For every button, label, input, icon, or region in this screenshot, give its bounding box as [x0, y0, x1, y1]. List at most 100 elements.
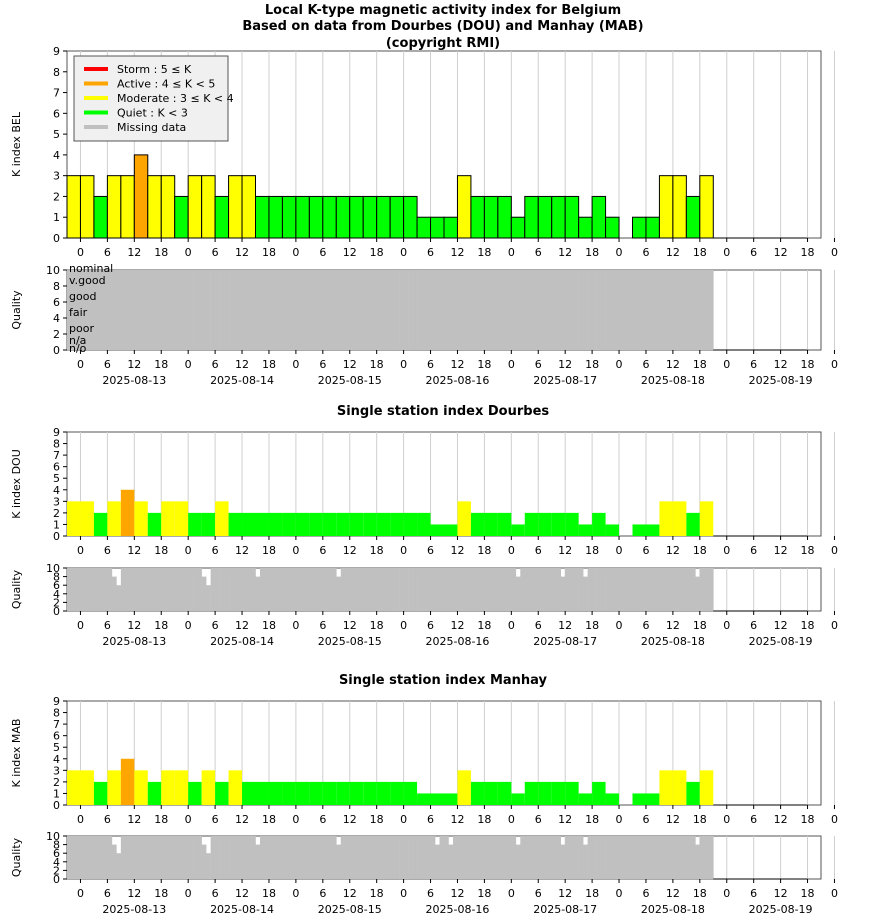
mab-k-panel-ytick-label: 2: [53, 776, 60, 789]
dou-quality-panel-column: [152, 568, 158, 611]
bel-quality-panel-column: [578, 270, 584, 350]
dou-k-panel-xtick-label: 6: [212, 544, 219, 557]
mab-quality-panel-ylabel: Quality: [10, 837, 23, 877]
dou-k-panel-xtick-label: 0: [400, 544, 407, 557]
mab-quality-panel-xtick-label: 12: [774, 887, 788, 900]
mab-quality-panel-column: [542, 836, 548, 879]
bel-quality-panel-xtick-label: 12: [558, 358, 572, 371]
bel-quality-panel-date-label: 2025-08-13: [102, 374, 166, 387]
mab-quality-panel-column: [170, 836, 176, 879]
bel-quality-panel-xtick-label: 12: [666, 358, 680, 371]
dou-quality-panel-column: [89, 568, 95, 611]
bel-quality-panel-column: [452, 270, 458, 350]
mab-quality-panel-column: [165, 836, 171, 879]
dou-quality-panel-column: [488, 568, 494, 611]
dou-quality-panel-date-label: 2025-08-18: [641, 635, 705, 648]
bel-k-panel-xtick-label: 12: [666, 246, 680, 259]
mab-quality-panel-column: [430, 836, 436, 879]
mab-quality-panel-column: [147, 836, 153, 879]
dou-quality-panel-column: [336, 576, 342, 611]
mab-quality-panel-column: [304, 836, 310, 879]
mab-quality-panel-column: [556, 836, 561, 879]
mab-quality-panel-ytick-label: 4: [53, 856, 60, 869]
bel-quality-panel-column: [699, 270, 705, 350]
bel-k-panel-bar: [255, 195, 270, 239]
dou-quality-panel-xtick-label: 6: [104, 619, 111, 632]
mab-quality-panel-xtick-label: 12: [343, 887, 357, 900]
bel-quality-panel-date-label: 2025-08-15: [318, 374, 382, 387]
mab-k-panel-bar: [107, 770, 121, 805]
bel-quality-panel-column: [219, 270, 225, 350]
bel-quality-panel-column: [502, 270, 508, 350]
mab-k-panel-bar: [215, 781, 229, 805]
bel-quality-panel-column: [538, 270, 544, 350]
dou-quality-panel-column: [668, 568, 674, 611]
dou-k-panel-xtick-label: 0: [292, 544, 299, 557]
dou-quality-panel-column: [542, 568, 548, 611]
bel-quality-panel-level-label: poor: [69, 322, 94, 335]
bel-k-panel-xtick-label: 18: [801, 246, 815, 259]
bel-quality-panel-column: [565, 270, 570, 350]
dou-k-panel-bar: [107, 501, 121, 536]
bel-quality-panel-column: [268, 270, 274, 350]
mab-quality-panel-column: [107, 836, 113, 879]
bel-quality-panel-column: [98, 270, 104, 350]
dou-quality-panel-column: [560, 576, 566, 611]
bel-quality-panel-column: [363, 270, 369, 350]
dou-k-panel-bar: [565, 512, 579, 536]
mab-quality-panel-column: [98, 836, 104, 879]
bel-quality-panel-column: [174, 270, 180, 350]
dou-quality-panel-xtick-label: 0: [616, 619, 623, 632]
mab-k-panel-bar: [403, 781, 418, 805]
bel-quality-panel-xtick-label: 18: [154, 358, 168, 371]
bel-quality-panel-column: [511, 270, 517, 350]
bel-quality-panel-column: [282, 270, 288, 350]
bel-quality-panel-column: [224, 270, 229, 350]
mab-quality-panel-column: [515, 844, 521, 879]
mab-k-panel-bar: [578, 793, 593, 805]
mab-quality-panel-column: [251, 836, 256, 879]
dou-quality-panel-column: [435, 568, 440, 611]
bel-quality-panel-column: [704, 270, 710, 350]
bel-quality-panel-column: [493, 270, 499, 350]
mab-quality-panel-column: [349, 836, 355, 879]
bel-quality-panel-column: [120, 270, 126, 350]
bel-quality-panel-column: [277, 270, 283, 350]
dou-quality-panel-column: [663, 568, 669, 611]
dou-quality-panel-column: [80, 568, 86, 611]
mab-quality-panel-column: [677, 836, 683, 879]
dou-quality-panel-column: [636, 568, 642, 611]
bel-k-panel-xtick-label: 18: [370, 246, 384, 259]
bel-quality-panel-column: [125, 270, 131, 350]
dou-quality-panel-column: [161, 568, 167, 611]
mab-quality-panel-ytick-label: 10: [46, 830, 60, 843]
bel-quality-panel-xtick-label: 6: [535, 358, 542, 371]
mab-quality-panel-xtick-label: 18: [693, 887, 707, 900]
dou-k-panel-ytick-label: 0: [53, 530, 60, 543]
dou-k-panel-xtick-label: 0: [831, 544, 838, 557]
bel-quality-panel-date-label: 2025-08-17: [533, 374, 597, 387]
bel-k-panel-bar: [591, 195, 607, 239]
mab-quality-panel-column: [681, 836, 687, 879]
bel-k-panel-bar: [578, 216, 593, 239]
bel-quality-panel-column: [107, 270, 113, 350]
mab-k-panel-bar: [645, 793, 660, 805]
mab-k-panel-bar: [282, 781, 296, 805]
dou-k-panel-bar: [309, 512, 323, 536]
bel-quality-panel-column: [461, 270, 467, 350]
dou-quality-panel-xtick-label: 6: [212, 619, 219, 632]
dou-quality-panel-column: [273, 568, 279, 611]
dou-k-panel-bar: [67, 501, 81, 536]
mab-quality-panel-ytick-label: 6: [53, 847, 60, 860]
mab-quality-panel-column: [282, 836, 288, 879]
bel-quality-panel-ytick-label: 6: [53, 296, 60, 309]
mab-quality-panel-xtick-label: 18: [370, 887, 384, 900]
mab-quality-panel-ytick-label: 0: [53, 873, 60, 886]
bel-k-panel-ytick-label: 8: [53, 66, 60, 79]
dou-quality-panel-column: [259, 568, 265, 611]
mab-quality-panel-column: [421, 836, 427, 879]
bel-quality-panel-column: [273, 270, 279, 350]
bel-quality-panel-xtick-label: 18: [262, 358, 276, 371]
dou-quality-panel-column: [430, 568, 436, 611]
bel-quality-panel-xtick-label: 0: [292, 358, 299, 371]
